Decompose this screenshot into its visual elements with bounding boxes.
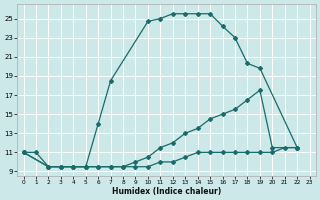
X-axis label: Humidex (Indice chaleur): Humidex (Indice chaleur) [112,187,221,196]
